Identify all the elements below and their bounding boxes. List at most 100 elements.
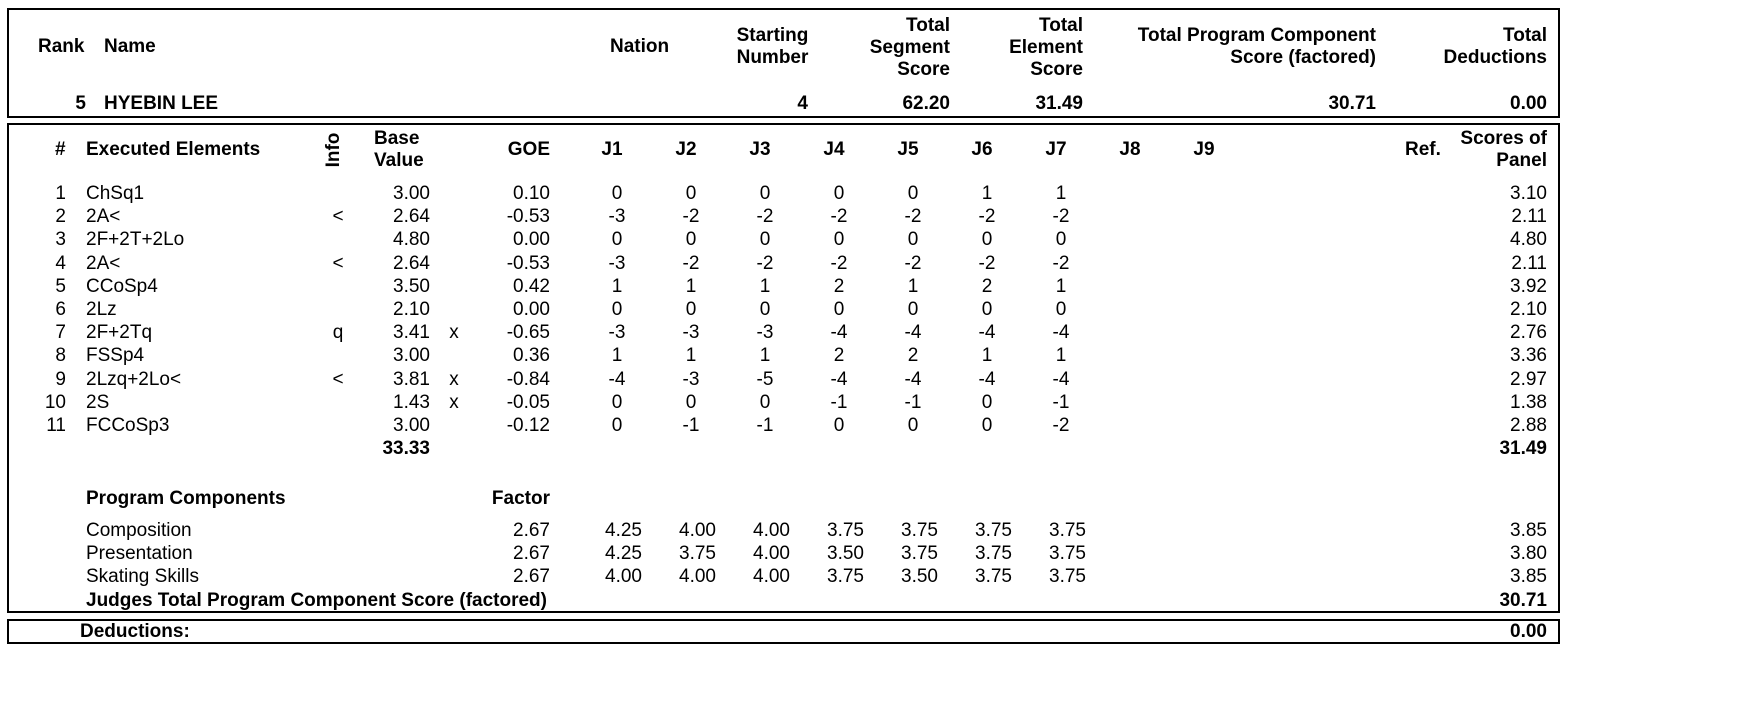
judge-score: -4 bbox=[978, 322, 996, 343]
element-name: 2F+2T+2Lo bbox=[86, 229, 185, 250]
element-name: FSSp4 bbox=[86, 345, 145, 366]
judge-mark: 3.75 bbox=[975, 520, 1012, 541]
component-name: Composition bbox=[86, 520, 192, 541]
info-header: Info bbox=[323, 132, 344, 168]
judge-mark: 4.00 bbox=[679, 520, 716, 541]
judge-score: 0 bbox=[981, 299, 993, 320]
judge-score: -4 bbox=[978, 369, 996, 390]
element-number-header: # bbox=[55, 139, 66, 160]
judge-score: 0 bbox=[1055, 299, 1067, 320]
judge-mark: 3.75 bbox=[901, 520, 938, 541]
skater-tes: 31.49 bbox=[1035, 93, 1083, 114]
judge-score: 0 bbox=[611, 415, 623, 436]
judge-score: -2 bbox=[1052, 206, 1070, 227]
element-base-value: 3.41 bbox=[393, 322, 430, 343]
element-goe: 0.00 bbox=[513, 229, 550, 250]
component-panel-score: 3.85 bbox=[1510, 566, 1547, 587]
element-goe: -0.65 bbox=[506, 322, 550, 343]
judge-score: -3 bbox=[608, 322, 626, 343]
goe-header: GOE bbox=[507, 139, 550, 160]
element-panel-score: 2.11 bbox=[1511, 253, 1547, 274]
element-base-value: 3.00 bbox=[393, 345, 430, 366]
judge-score: -2 bbox=[904, 206, 922, 227]
element-name: 2Lzq+2Lo< bbox=[86, 369, 182, 390]
judge-score: 0 bbox=[833, 415, 845, 436]
judge-score: 0 bbox=[759, 229, 771, 250]
judges-total-pcs-value: 30.71 bbox=[1499, 590, 1547, 611]
element-number: 3 bbox=[55, 229, 66, 250]
judge-score: -1 bbox=[830, 392, 848, 413]
deductions-box bbox=[7, 619, 1560, 644]
judge-score: 1 bbox=[685, 276, 697, 297]
judge-score: 0 bbox=[833, 183, 845, 204]
judge-header: J1 bbox=[601, 139, 623, 160]
judge-score: 0 bbox=[611, 229, 623, 250]
judge-mark: 4.25 bbox=[605, 520, 642, 541]
judge-header: J6 bbox=[971, 139, 993, 160]
element-number: 11 bbox=[46, 415, 66, 436]
judge-score: -1 bbox=[1052, 392, 1070, 413]
elements-score-total: 31.49 bbox=[1499, 438, 1547, 459]
component-factor: 2.67 bbox=[513, 566, 550, 587]
judge-mark: 3.75 bbox=[1049, 566, 1086, 587]
element-base-value: 3.50 bbox=[393, 276, 430, 297]
judge-score: 0 bbox=[759, 392, 771, 413]
judges-total-pcs-label: Judges Total Program Component Score (fa… bbox=[86, 590, 547, 611]
total-pcs-header: Total Program Component Score (factored) bbox=[1137, 25, 1376, 68]
judge-score: 1 bbox=[981, 345, 993, 366]
skater-pcs: 30.71 bbox=[1328, 93, 1376, 114]
judge-mark: 4.25 bbox=[605, 543, 642, 564]
element-goe: -0.12 bbox=[506, 415, 550, 436]
element-base-value: 1.43 bbox=[393, 392, 430, 413]
element-panel-score: 3.92 bbox=[1510, 276, 1547, 297]
judge-mark: 4.00 bbox=[753, 566, 790, 587]
element-panel-score: 1.38 bbox=[1510, 392, 1547, 413]
element-goe: -0.53 bbox=[506, 253, 550, 274]
element-name: FCCoSp3 bbox=[86, 415, 170, 436]
name-header: Name bbox=[104, 36, 156, 57]
skater-rank: 5 bbox=[75, 93, 86, 114]
skater-summary-box bbox=[7, 8, 1560, 118]
judge-score: -3 bbox=[682, 322, 700, 343]
element-name: 2A< bbox=[86, 206, 121, 227]
judge-score: 1 bbox=[1055, 183, 1067, 204]
judge-score: 0 bbox=[611, 392, 623, 413]
judge-score: 0 bbox=[907, 229, 919, 250]
judge-mark: 3.75 bbox=[827, 566, 864, 587]
judge-score: 0 bbox=[833, 299, 845, 320]
element-goe: -0.53 bbox=[506, 206, 550, 227]
element-name: 2S bbox=[86, 392, 110, 413]
element-number: 6 bbox=[55, 299, 66, 320]
judge-score: 0 bbox=[907, 299, 919, 320]
element-goe: 0.42 bbox=[513, 276, 550, 297]
judge-score: -3 bbox=[608, 206, 626, 227]
judge-score: 2 bbox=[981, 276, 993, 297]
judge-score: 0 bbox=[685, 299, 697, 320]
judge-score: -3 bbox=[682, 369, 700, 390]
element-number: 1 bbox=[55, 183, 66, 204]
judge-mark: 3.75 bbox=[1049, 543, 1086, 564]
judge-score: -2 bbox=[756, 253, 774, 274]
judge-score: -2 bbox=[1052, 415, 1070, 436]
element-base-value: 3.00 bbox=[393, 415, 430, 436]
judge-score: 1 bbox=[759, 276, 771, 297]
judge-score: -5 bbox=[756, 369, 774, 390]
judge-score: -2 bbox=[1052, 253, 1070, 274]
judge-score: 0 bbox=[981, 392, 993, 413]
element-goe: 0.36 bbox=[513, 345, 550, 366]
element-panel-score: 4.80 bbox=[1510, 229, 1547, 250]
judge-score: -2 bbox=[830, 206, 848, 227]
total-deductions-header: Total Deductions bbox=[1443, 25, 1547, 68]
factor-header: Factor bbox=[491, 488, 550, 509]
judge-score: -3 bbox=[608, 253, 626, 274]
element-number: 4 bbox=[55, 253, 66, 274]
component-name: Presentation bbox=[86, 543, 193, 564]
judge-score: 0 bbox=[611, 183, 623, 204]
judge-score: 1 bbox=[1055, 276, 1067, 297]
element-info: < bbox=[332, 206, 344, 227]
element-base-value: 4.80 bbox=[393, 229, 430, 250]
deductions-label: Deductions: bbox=[80, 621, 190, 642]
component-factor: 2.67 bbox=[513, 520, 550, 541]
element-info: q bbox=[332, 322, 344, 343]
skater-deductions: 0.00 bbox=[1510, 93, 1547, 114]
